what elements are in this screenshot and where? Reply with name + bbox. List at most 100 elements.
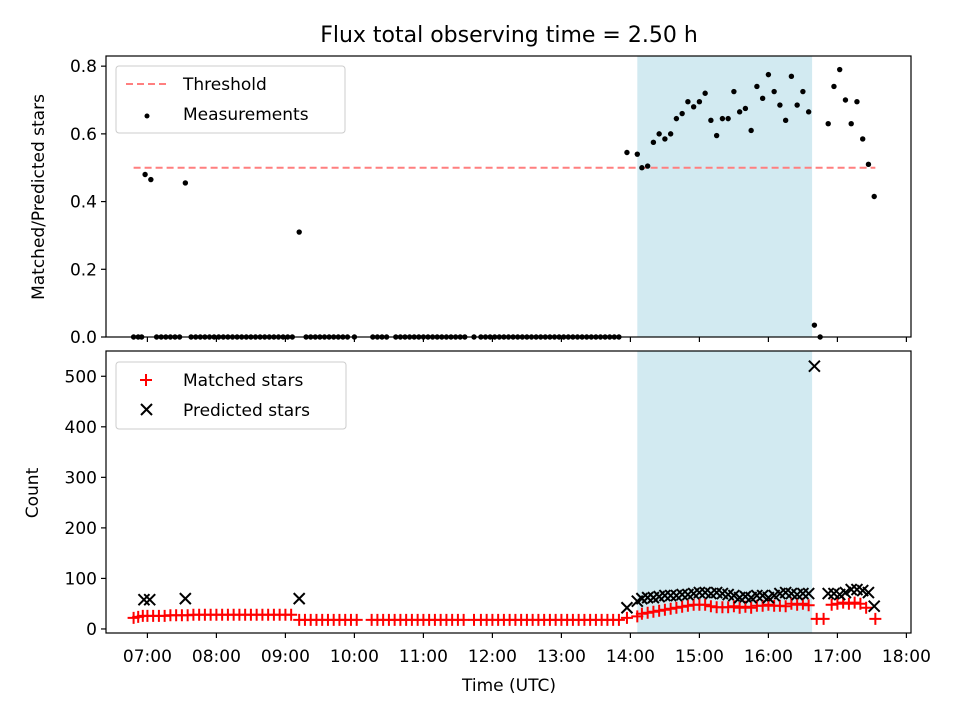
measurement-point (731, 88, 737, 95)
predicted-star-point (137, 593, 151, 606)
measurement-point (662, 136, 668, 142)
predicted-star-point (808, 359, 821, 373)
measurement-point (800, 88, 806, 95)
measurement-point (794, 102, 800, 108)
xtick-label: 09:00 (261, 647, 310, 667)
top-ytick-label: 0.2 (70, 260, 97, 280)
matched-star-point (620, 611, 633, 624)
matched-star-point (745, 601, 758, 614)
predicted-star-point (844, 583, 858, 596)
matched-star-points (127, 596, 882, 626)
legend-predicted-swatch (140, 403, 153, 416)
matched-star-point (860, 601, 873, 614)
matched-star-point (817, 612, 830, 625)
measurement-point (805, 109, 812, 115)
top-legend-box (115, 65, 346, 134)
measurement-point (854, 99, 860, 105)
matched-star-point (842, 597, 855, 610)
predicted-star-point (143, 593, 156, 606)
measurement-point (871, 193, 877, 200)
matched-star-point (681, 599, 694, 612)
bottom-ytick-label: 500 (65, 367, 97, 387)
matched-star-point (779, 600, 792, 613)
predicted-star-point (675, 588, 689, 601)
xtick-label: 13:00 (537, 647, 586, 667)
top-ytick-label: 0.6 (70, 125, 97, 145)
matched-star-point (825, 598, 838, 611)
matched-star-point (612, 613, 625, 626)
xtick-label: 18:00 (882, 647, 931, 667)
matched-star-point (647, 605, 660, 618)
bottom-y-axis-label: Count (23, 467, 43, 518)
x-axis-label: Time (UTC) (461, 676, 556, 696)
top-y-axis-label: Matched/Predicted stars (29, 94, 49, 300)
measurement-point (634, 151, 640, 157)
legend-measurements-label: Measurements (183, 105, 309, 125)
predicted-star-point (664, 589, 677, 602)
matched-star-point (722, 601, 735, 614)
measurement-point (142, 171, 148, 178)
top-panel: 0.00.20.40.60.8 Matched/Predicted stars … (29, 55, 912, 348)
xtick-label: 17:00 (813, 647, 862, 667)
measurement-point (865, 161, 872, 168)
measurement-point (673, 115, 680, 122)
measurement-point (771, 88, 777, 95)
measurement-point (690, 104, 697, 110)
measurement-point (679, 110, 685, 117)
xtick-label: 12:00 (468, 647, 517, 667)
matched-star-point (704, 600, 717, 613)
measurement-point (696, 99, 703, 105)
predicted-star-point (750, 589, 764, 602)
bottom-ytick-label: 400 (65, 418, 97, 438)
matched-star-point (664, 602, 677, 615)
top-y-ticks: 0.0 0.2 0.4 0.6 0.8 (70, 57, 106, 348)
measurement-point (182, 180, 189, 186)
predicted-star-point (179, 592, 192, 605)
measurement-point (650, 139, 657, 146)
bottom-ytick-label: 100 (65, 569, 97, 589)
predicted-star-point (821, 587, 835, 600)
measurement-point (748, 127, 754, 134)
measurement-point (759, 95, 766, 102)
measurement-point (725, 115, 731, 122)
legend-measurements-swatch (144, 113, 150, 119)
measurement-point (860, 136, 866, 142)
measurement-point (713, 132, 720, 139)
matched-star-point (756, 599, 769, 612)
bottom-y-ticks: 0 100 200 300 400 500 (65, 367, 106, 640)
measurement-point (811, 322, 818, 328)
predicted-star-point (867, 600, 881, 613)
matched-star-point (350, 613, 363, 626)
measurement-point (148, 176, 154, 183)
matched-star-point (285, 608, 298, 621)
xtick-label: 08:00 (192, 647, 241, 667)
bottom-ytick-label: 200 (65, 519, 97, 539)
predicted-star-point (292, 592, 306, 605)
bottom-observing-span (637, 351, 813, 633)
measurement-point (782, 117, 789, 124)
measurement-point (639, 165, 645, 171)
measurement-point (644, 163, 651, 169)
matched-star-point (831, 597, 844, 610)
xtick-label: 10:00 (330, 647, 379, 667)
bottom-axes-frame (105, 350, 912, 634)
bottom-legend: Matched stars Predicted stars (115, 361, 347, 430)
measurement-point (777, 102, 783, 108)
measurement-point (708, 117, 714, 124)
measurement-point (624, 149, 630, 156)
measurement-point (702, 90, 708, 96)
predicted-star-point (796, 587, 810, 600)
predicted-star-point (641, 591, 654, 604)
top-ytick-label: 0.8 (70, 57, 97, 77)
top-ytick-label: 0.0 (70, 328, 97, 348)
bottom-x-ticks: 07:00 08:00 09:00 10:00 11:00 12:00 13:00 14:00… (123, 633, 931, 667)
predicted-star-point (620, 601, 634, 614)
measurement-point (788, 73, 795, 80)
measurement-point (765, 71, 772, 78)
measurement-point (831, 83, 837, 90)
measurement-point (296, 229, 302, 235)
measurement-point (837, 66, 843, 73)
top-x-ticks (146, 337, 908, 342)
matched-star-point (802, 599, 815, 612)
